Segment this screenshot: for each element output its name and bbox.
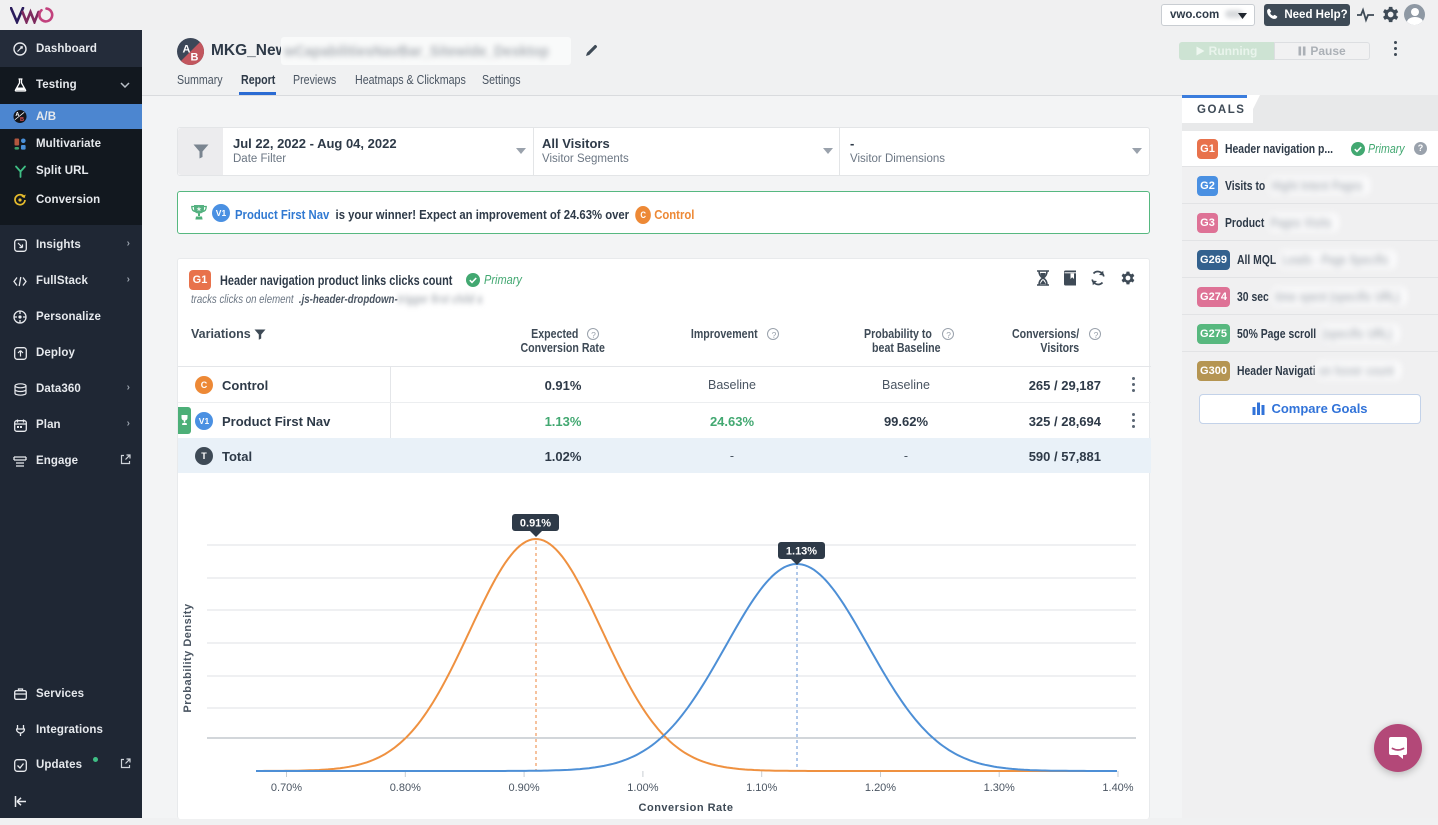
svg-text:A: A — [15, 112, 19, 118]
svg-text:Conversion Rate: Conversion Rate — [639, 802, 734, 814]
svg-text:1.30%: 1.30% — [984, 782, 1015, 794]
svg-text:1.10%: 1.10% — [746, 782, 777, 794]
svg-text:0.80%: 0.80% — [390, 782, 421, 794]
svg-text:B: B — [191, 52, 199, 64]
svg-text:1.20%: 1.20% — [865, 782, 896, 794]
svg-text:1.13%: 1.13% — [786, 546, 817, 558]
svg-text:B: B — [20, 117, 24, 123]
svg-text:Probability Density: Probability Density — [182, 603, 194, 713]
svg-text:0.70%: 0.70% — [271, 782, 302, 794]
svg-text:1.40%: 1.40% — [1102, 782, 1133, 794]
svg-text:0.91%: 0.91% — [520, 518, 551, 530]
svg-text:0.90%: 0.90% — [508, 782, 539, 794]
svg-text:1.00%: 1.00% — [627, 782, 658, 794]
svg-text:A: A — [183, 44, 191, 56]
